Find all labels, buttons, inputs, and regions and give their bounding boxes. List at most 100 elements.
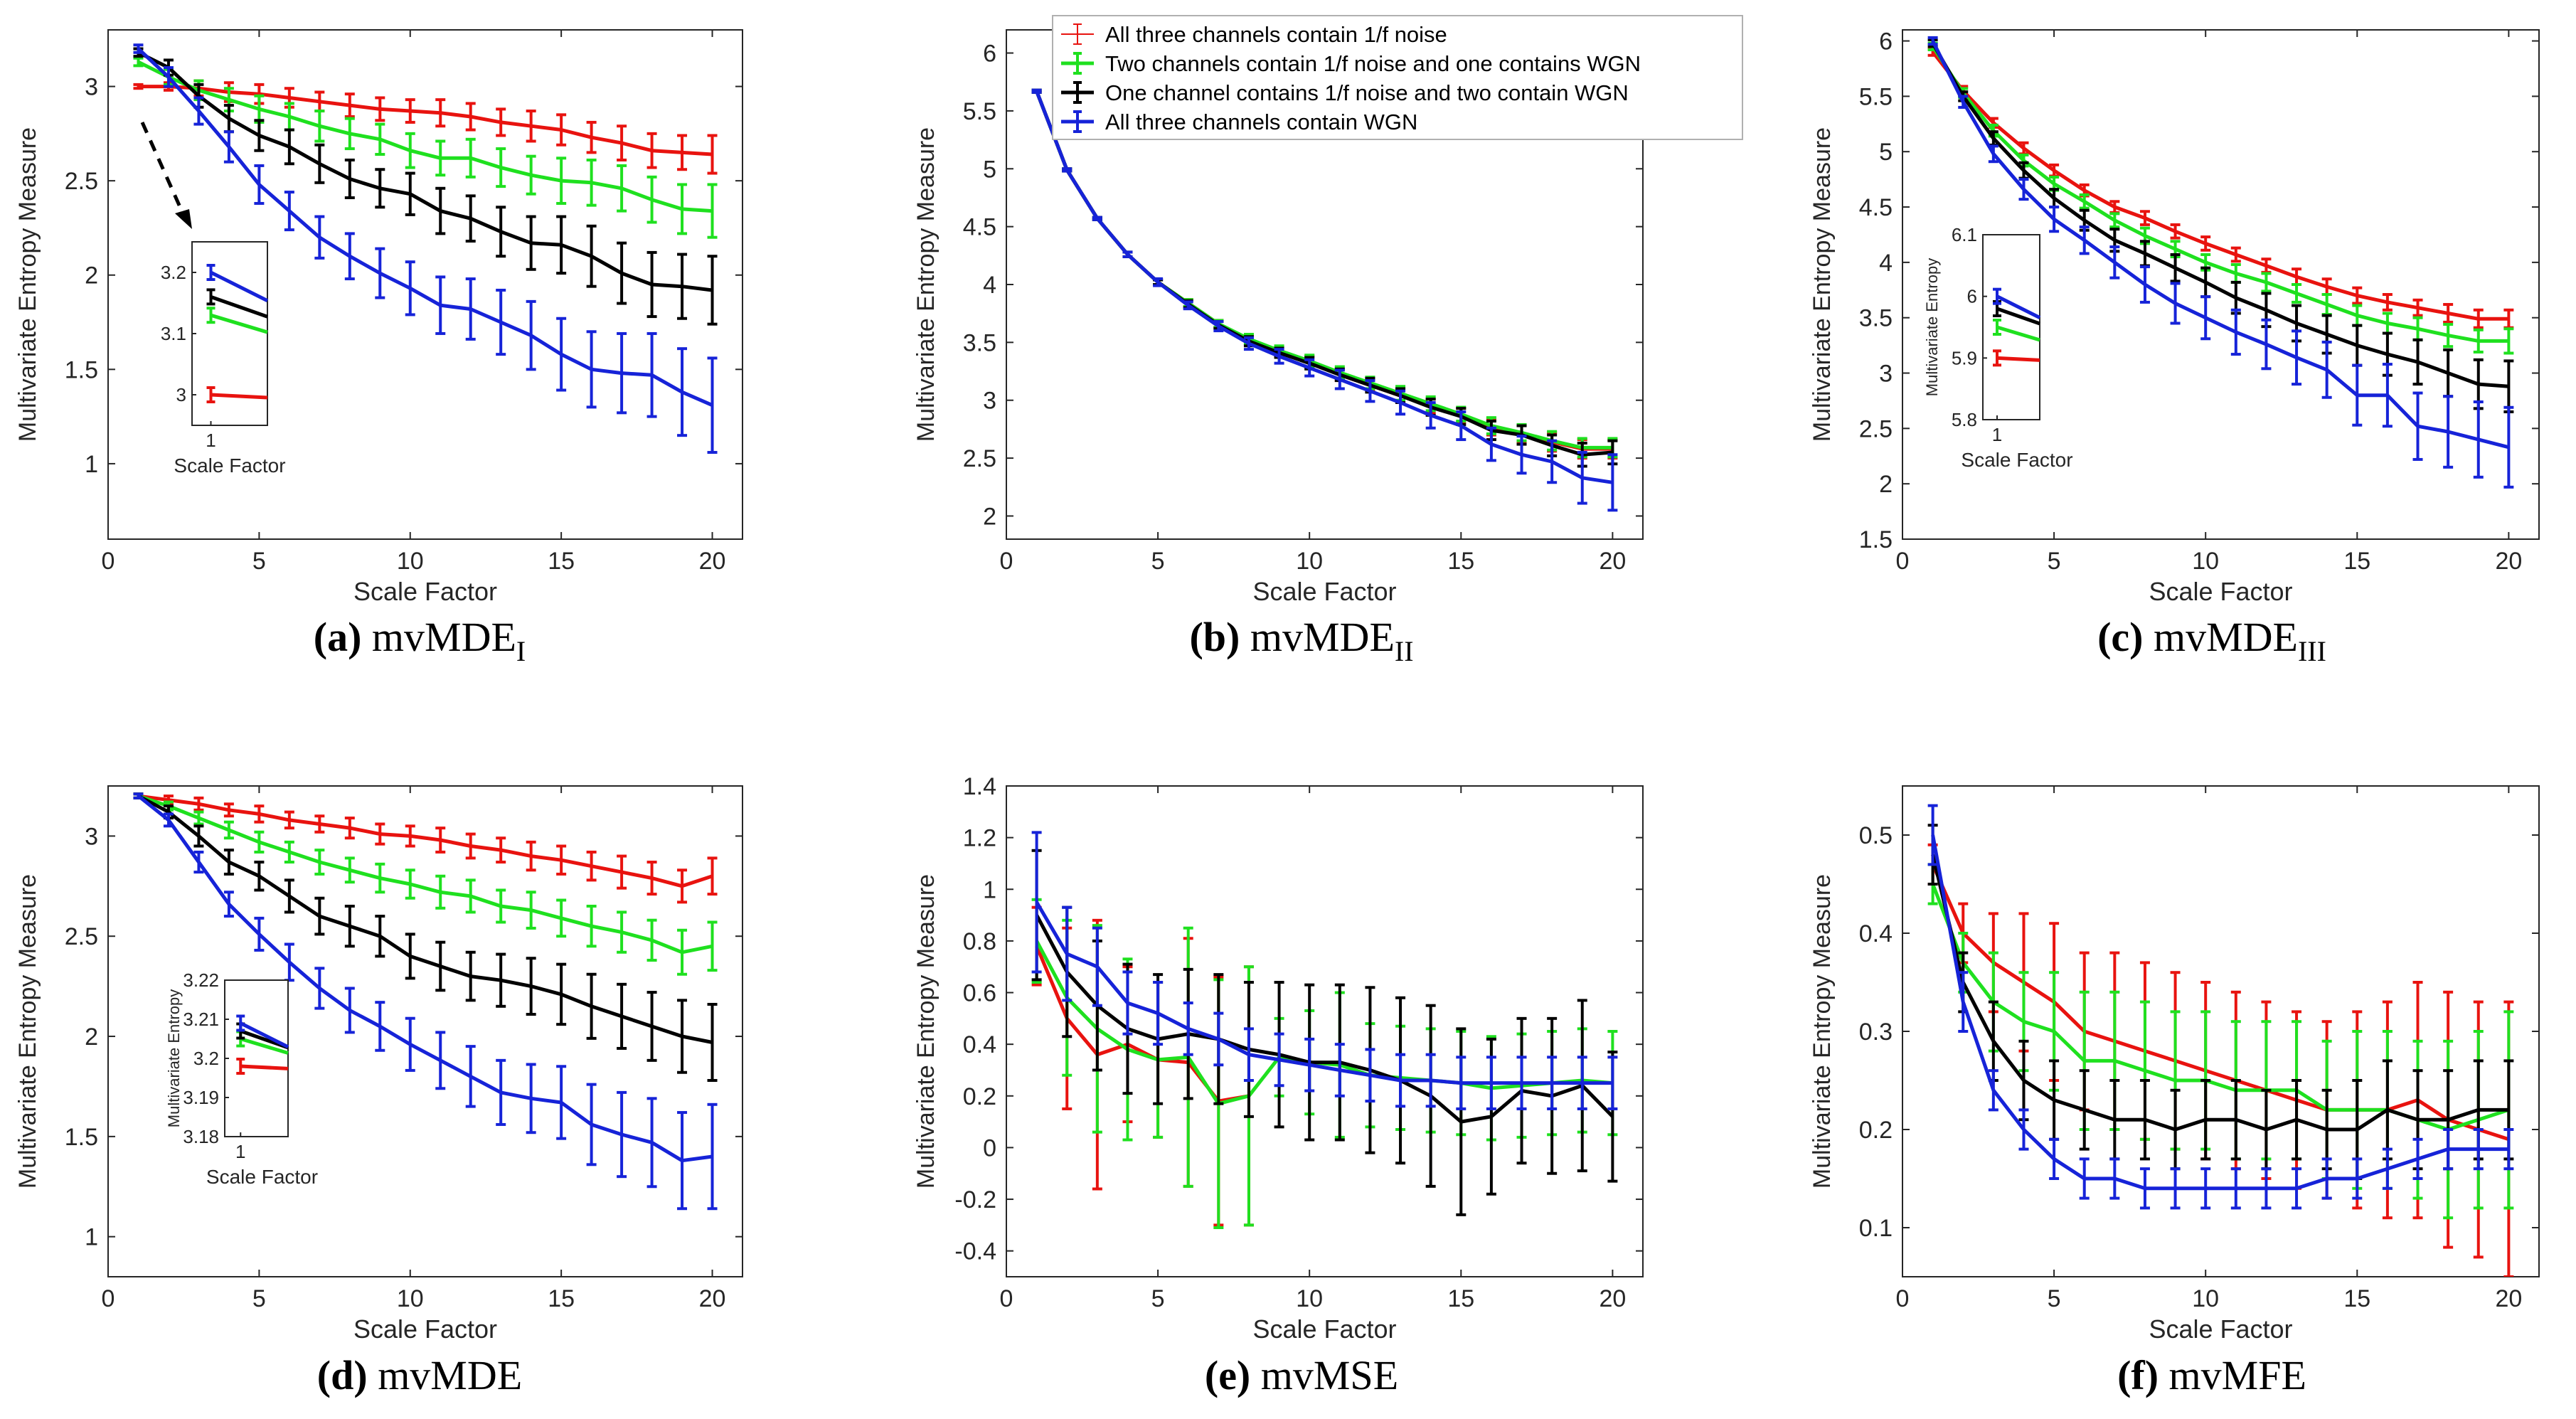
inset-c: 5.8 5.9 6 6.1 1 Scale Factor Multivariate Entr… [1923, 224, 2073, 471]
y-tick-label: 2.5 [65, 168, 98, 195]
y-tick-label: 0.6 [963, 980, 996, 1007]
caption-c-text: mvMDE [2153, 614, 2298, 660]
y-tick-label: 6 [1879, 28, 1893, 55]
y-tick-label: 3 [85, 823, 98, 850]
inset-x-tick-label: 1 [1992, 424, 2002, 445]
y-tick-label: 0 [983, 1134, 996, 1162]
inset-d: 3.18 3.19 3.2 3.21 3.22 1 Scale Factor Multivar… [165, 969, 318, 1188]
x-tick-label: 20 [2495, 548, 2522, 575]
y-axis-label: Multivariate Entropy Measure [1809, 127, 1836, 442]
x-tick-label: 15 [1447, 548, 1474, 575]
y-tick-label: 2.5 [1859, 415, 1893, 442]
inset-x-label: Scale Factor [174, 455, 285, 477]
legend-entry-label: All three channels contain 1/f noise [1105, 22, 1447, 47]
series-line-red [1931, 863, 2510, 1142]
y-tick-label: 0.2 [1859, 1117, 1893, 1144]
series-line-black [1035, 914, 1614, 1124]
y-tick-label: 2 [85, 1024, 98, 1051]
y-tick-label: 2.5 [963, 445, 996, 472]
inset-line-green [1996, 325, 2040, 342]
caption-e: (e) mvMSE [1124, 1351, 1479, 1399]
y-tick-label: 1.5 [65, 356, 98, 383]
x-axis-label: Scale Factor [353, 577, 497, 606]
x-tick-label: 0 [1896, 1285, 1910, 1312]
x-tick-label: 10 [2192, 1285, 2219, 1312]
inset-y-tick-label: 6 [1967, 286, 1977, 307]
x-tick-label: 10 [397, 1285, 424, 1312]
series-line-blue [137, 794, 713, 1163]
y-tick-label: 1.5 [65, 1124, 98, 1151]
y-tick-label: 2 [1879, 471, 1893, 498]
caption-f-letter: (f) [2117, 1352, 2159, 1398]
inset-y-label: Multivariate Entropy [1923, 258, 1941, 396]
caption-a: (a) mvMDEI [242, 613, 597, 668]
y-axis-label: Multivariate Entropy Measure [14, 874, 41, 1189]
y-axis-label: Multivariate Entropy Measure [912, 127, 940, 442]
y-axis-label: Multivariate Entropy Measure [14, 127, 41, 442]
y-tick-label: 5.5 [963, 98, 996, 125]
inset-x-label: Scale Factor [1961, 449, 2072, 471]
y-tick-label: 3.5 [1859, 305, 1893, 332]
caption-a-sub: I [516, 635, 526, 667]
inset-line-red [211, 393, 268, 400]
x-tick-label: 0 [102, 548, 115, 575]
inset-a: 3 3.1 3.2 1 Scale Factor [161, 241, 286, 477]
caption-d: (d) mvMDE [242, 1351, 597, 1399]
inset-y-tick-label: 3.1 [161, 323, 186, 344]
inset-y-tick-label: 3.18 [183, 1126, 219, 1147]
inset-line-blue [1996, 294, 2041, 319]
inset-y-tick-label: 3.21 [183, 1009, 219, 1030]
y-tick-label: 3 [983, 388, 996, 415]
y-axis-label: Multivariate Entropy Measure [1809, 874, 1836, 1189]
caption-a-letter: (a) [313, 614, 362, 660]
series-group [1927, 804, 2514, 1277]
series-group [1031, 831, 1618, 1229]
caption-b-sub: II [1394, 635, 1414, 667]
y-tick-label: 1 [85, 1224, 98, 1251]
zoom-arrow-head [175, 209, 192, 229]
caption-f: (f) mvMFE [2034, 1351, 2390, 1399]
x-tick-label: 5 [2048, 548, 2061, 575]
series-line-black [137, 51, 713, 292]
legend-entry-label: All three channels contain WGN [1105, 110, 1417, 134]
inset-y-tick-label: 6.1 [1952, 224, 1977, 245]
inset-y-tick-label: 3.2 [193, 1048, 219, 1069]
caption-c-sub: III [2297, 635, 2326, 667]
inset-y-tick-label: 3.19 [183, 1087, 219, 1108]
x-tick-label: 20 [1599, 548, 1626, 575]
y-tick-label: 1.2 [963, 825, 996, 852]
series-group [1031, 88, 1618, 512]
x-tick-label: 10 [1296, 1285, 1323, 1312]
inset-frame [1982, 234, 2040, 420]
y-tick-label: 4 [983, 272, 996, 299]
inset-y-tick-label: 3.2 [161, 262, 186, 283]
inset-x-tick-label: 1 [235, 1141, 245, 1162]
inset-y-tick-label: 3 [176, 384, 186, 405]
y-tick-label: 0.1 [1859, 1215, 1893, 1242]
y-tick-label: 4.5 [963, 214, 996, 241]
series-line-black [137, 794, 713, 1044]
x-tick-label: 5 [1151, 548, 1165, 575]
x-tick-label: 15 [2343, 1285, 2370, 1312]
inset-y-tick-label: 5.8 [1952, 409, 1977, 430]
series-group [133, 792, 718, 1211]
y-axis-label: Multivariate Entropy Measure [912, 874, 940, 1189]
y-tick-label: 0.3 [1859, 1019, 1893, 1046]
series-line-blue [1931, 834, 2509, 1191]
inset-line-blue [240, 1021, 289, 1049]
x-tick-label: 20 [1599, 1285, 1626, 1312]
series-line-blue [1035, 90, 1613, 484]
axes-frame [107, 785, 743, 1277]
x-tick-label: 10 [397, 548, 424, 575]
y-tick-label: 1.5 [1859, 526, 1893, 553]
series-line-red [138, 794, 713, 888]
inset-frame [224, 979, 289, 1137]
inset-line-blue [210, 270, 269, 302]
caption-a-text: mvMDE [371, 614, 516, 660]
series-group [1927, 36, 2514, 489]
chart-a: 0 5 10 15 20 1 1.5 2 2.5 3 Scale Factor Multivariat… [14, 29, 743, 606]
x-tick-label: 15 [548, 548, 575, 575]
inset-line-red [240, 1064, 289, 1070]
x-tick-label: 5 [1151, 1285, 1165, 1312]
